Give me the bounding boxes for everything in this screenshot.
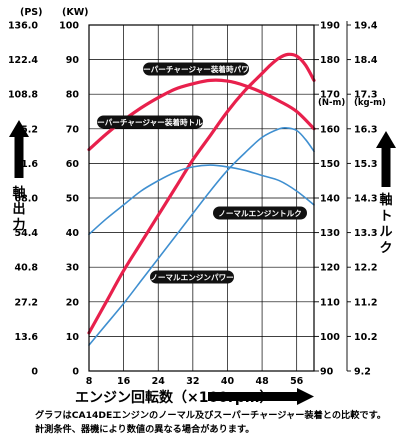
- kgm-tick-label: 19.4: [354, 21, 378, 32]
- x-tick-label: 24: [152, 376, 166, 387]
- ps-tick-label: 81.6: [15, 159, 39, 170]
- series-label-text: ノーマルエンジンパワー: [150, 272, 234, 282]
- x-tick-label: 16: [117, 376, 131, 387]
- series-line-0: [87, 52, 316, 335]
- ps-tick-label: 13.6: [15, 332, 39, 343]
- series-label-badge: [143, 62, 249, 76]
- left-axis-title-char: 軸: [12, 185, 25, 201]
- left-axis-title-char: 力: [12, 217, 25, 233]
- nm-tick-label: 170: [320, 90, 340, 101]
- right-axis-title-char: 軸: [379, 192, 392, 208]
- nm-tick-label: 140: [320, 194, 340, 205]
- nm-tick-label: 180: [320, 55, 340, 66]
- nm-tick-label: 150: [320, 159, 340, 170]
- series-line-3: [88, 126, 315, 346]
- series-label-badge: [150, 270, 234, 284]
- x-axis-title: エンジン回転数（×100rpm）: [75, 389, 273, 406]
- kgm-tick-label: 15.3: [354, 159, 377, 170]
- nm-tick-label: 110: [320, 297, 340, 308]
- ps-tick-label: 27.2: [15, 297, 38, 308]
- ps-tick-label: 54.4: [15, 228, 39, 239]
- ps-tick-label: 0: [31, 367, 38, 378]
- kw-tick-label: 60: [66, 159, 80, 170]
- series-label-badge: [213, 206, 307, 220]
- series-label-badge: [97, 115, 203, 129]
- series-label-text: ノーマルエンジントルク: [218, 208, 302, 218]
- nm-tick-label: 190: [320, 21, 340, 32]
- nm-tick-label: 130: [320, 228, 340, 239]
- nm-unit: (N-m): [318, 98, 345, 108]
- ps-tick-label: 40.8: [15, 263, 39, 274]
- kw-tick-label: 20: [66, 297, 80, 308]
- series-label-text: スーパーチャージャー装着時パワー: [136, 64, 257, 74]
- kgm-tick-label: 16.3: [354, 124, 377, 135]
- nm-tick-label: 120: [320, 263, 340, 274]
- kgm-tick-label: 14.3: [354, 194, 377, 205]
- kgm-unit: (kg-m): [354, 98, 386, 108]
- left-up-arrow-shaft: [14, 136, 24, 178]
- right-axis-title-char: ト: [379, 209, 392, 224]
- x-tick-label: 32: [186, 376, 199, 387]
- kw-tick-label: 30: [66, 263, 80, 274]
- kgm-tick-label: 17.3: [354, 90, 377, 101]
- nm-tick-label: 160: [320, 124, 340, 135]
- left-up-arrow-icon: [9, 120, 29, 137]
- right-up-arrow-icon: [376, 131, 396, 148]
- kw-tick-label: 70: [66, 124, 80, 135]
- axis-decorations: [9, 120, 396, 405]
- kgm-tick-label: 11.2: [354, 297, 377, 308]
- series-line-2: [88, 164, 315, 236]
- x-arrow-icon: [297, 388, 314, 405]
- x-tick-label: 48: [255, 376, 269, 387]
- footnote-line-1: グラフはCA14DEエンジンのノーマル及びスーパーチャージャー装着との比較です。: [35, 409, 386, 421]
- kw-tick-label: 100: [59, 21, 79, 32]
- kw-tick-label: 0: [72, 367, 79, 378]
- kgm-tick-label: 10.2: [354, 332, 377, 343]
- texts: 軸出力軸トルクエンジン回転数（×100rpm）グラフはCA14DEエンジンのノー…: [12, 185, 392, 435]
- ps-tick-label: 95.2: [15, 124, 38, 135]
- grid: [89, 25, 314, 371]
- ps-unit: (PS): [20, 7, 43, 18]
- kw-tick-label: 50: [66, 194, 80, 205]
- kw-tick-label: 10: [66, 332, 80, 343]
- footnote-line-2: 計測条件、器機により数値の異なる場合があります。: [35, 423, 254, 435]
- ps-tick-label: 108.8: [8, 90, 38, 101]
- kw-tick-label: 80: [66, 90, 80, 101]
- kw-tick-label: 40: [66, 228, 80, 239]
- right-axis-title-char: ル: [379, 225, 392, 240]
- kgm-tick-label: 13.3: [354, 228, 377, 239]
- ps-tick-label: 68.0: [15, 194, 39, 205]
- series-label-text: スーパーチャージャー装着時トルク: [90, 117, 211, 127]
- left-axis-title-char: 出: [12, 201, 25, 217]
- right-axis-title-char: ク: [379, 241, 392, 256]
- series-labels: スーパーチャージャー装着時パワースーパーチャージャー装着時トルクノーマルエンジン…: [90, 62, 307, 284]
- kgm-tick-label: 9.2: [354, 367, 371, 378]
- right-up-arrow-shaft: [381, 147, 391, 187]
- x-tick-label: 8: [86, 376, 93, 387]
- kw-tick-label: 90: [66, 55, 80, 66]
- ps-tick-label: 122.4: [8, 55, 38, 66]
- kgm-tick-label: 18.4: [354, 55, 378, 66]
- kw-unit: (KW): [62, 7, 89, 18]
- x-tick-label: 56: [290, 376, 304, 387]
- nm-tick-label: 100: [320, 332, 340, 343]
- series-line-1: [87, 78, 316, 152]
- x-arrow-shaft: [208, 392, 298, 401]
- nm-tick-label: 90: [320, 367, 334, 378]
- kgm-tick-label: 12.2: [354, 263, 377, 274]
- ps-tick-label: 136.0: [8, 21, 38, 32]
- x-tick-label: 40: [221, 376, 235, 387]
